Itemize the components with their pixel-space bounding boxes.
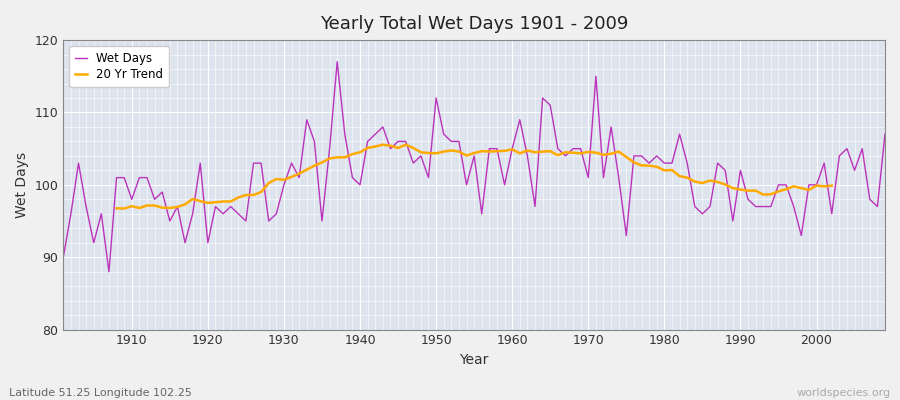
20 Yr Trend [628,160,639,165]
Wet Days [293,175,304,180]
Title: Yearly Total Wet Days 1901 - 2009: Yearly Total Wet Days 1901 - 2009 [320,15,628,33]
Wet Days [126,197,137,202]
20 Yr Trend [659,168,670,173]
Wet Days [879,132,890,136]
Legend: Wet Days, 20 Yr Trend: Wet Days, 20 Yr Trend [69,46,169,87]
20 Yr Trend [119,206,130,211]
Text: worldspecies.org: worldspecies.org [796,388,891,398]
Text: Latitude 51.25 Longitude 102.25: Latitude 51.25 Longitude 102.25 [9,388,192,398]
Wet Days [104,269,114,274]
20 Yr Trend [652,164,662,169]
Y-axis label: Wet Days: Wet Days [15,152,29,218]
Wet Days [515,117,526,122]
20 Yr Trend [149,203,160,208]
20 Yr Trend [377,142,388,147]
Line: 20 Yr Trend: 20 Yr Trend [117,145,832,208]
Wet Days [332,60,343,64]
20 Yr Trend [248,192,259,197]
20 Yr Trend [613,149,624,154]
20 Yr Trend [826,183,837,188]
Wet Days [522,154,533,158]
Wet Days [613,175,624,180]
X-axis label: Year: Year [460,353,489,367]
Line: Wet Days: Wet Days [63,62,885,272]
Wet Days [58,255,68,260]
20 Yr Trend [112,206,122,211]
Wet Days [347,175,358,180]
